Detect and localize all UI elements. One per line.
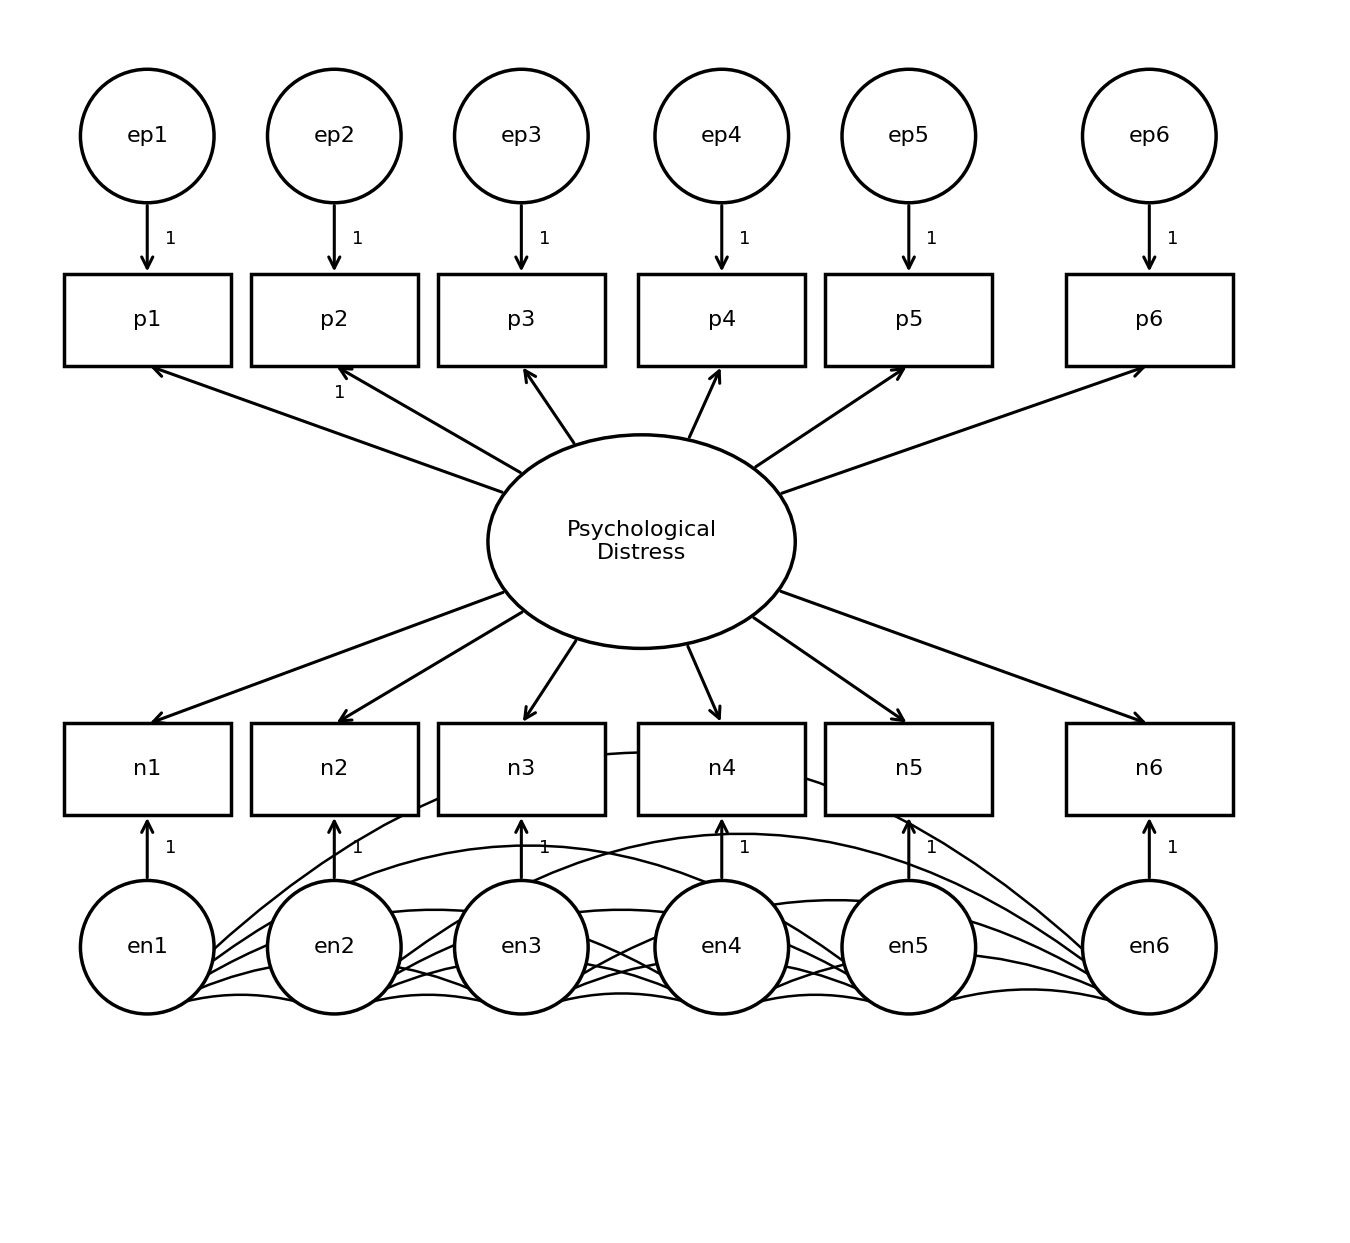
Text: 1: 1 (165, 839, 176, 856)
Ellipse shape (455, 880, 589, 1014)
Text: 1: 1 (539, 230, 549, 247)
FancyBboxPatch shape (437, 723, 605, 815)
Ellipse shape (487, 435, 795, 649)
Text: 1: 1 (1166, 230, 1179, 247)
FancyBboxPatch shape (1065, 723, 1233, 815)
Ellipse shape (267, 70, 401, 203)
Text: ep4: ep4 (701, 126, 742, 145)
Text: n6: n6 (1135, 759, 1164, 779)
FancyBboxPatch shape (251, 723, 417, 815)
Text: p2: p2 (320, 311, 348, 331)
Ellipse shape (1083, 880, 1216, 1014)
Text: ep3: ep3 (501, 126, 543, 145)
Text: ep2: ep2 (313, 126, 355, 145)
Text: 1: 1 (351, 230, 363, 247)
Text: p3: p3 (508, 311, 536, 331)
Text: Psychological
Distress: Psychological Distress (567, 520, 717, 563)
Text: 1: 1 (351, 839, 363, 856)
FancyBboxPatch shape (1065, 275, 1233, 367)
Ellipse shape (655, 70, 788, 203)
Ellipse shape (455, 70, 589, 203)
Text: 1: 1 (165, 230, 176, 247)
FancyBboxPatch shape (825, 275, 992, 367)
Text: 1: 1 (539, 839, 549, 856)
Text: ep5: ep5 (888, 126, 930, 145)
FancyBboxPatch shape (639, 275, 805, 367)
Ellipse shape (267, 880, 401, 1014)
Ellipse shape (842, 70, 976, 203)
Text: p6: p6 (1135, 311, 1164, 331)
Ellipse shape (655, 880, 788, 1014)
Text: 1: 1 (740, 230, 751, 247)
FancyBboxPatch shape (63, 723, 231, 815)
Text: 1: 1 (333, 384, 346, 401)
Text: 1: 1 (740, 839, 751, 856)
Text: 1: 1 (1166, 839, 1179, 856)
FancyBboxPatch shape (63, 275, 231, 367)
Text: n1: n1 (134, 759, 162, 779)
Text: en3: en3 (501, 937, 543, 957)
Text: en1: en1 (127, 937, 169, 957)
FancyBboxPatch shape (437, 275, 605, 367)
Text: p1: p1 (134, 311, 162, 331)
FancyBboxPatch shape (251, 275, 417, 367)
Ellipse shape (1083, 70, 1216, 203)
Ellipse shape (81, 880, 215, 1014)
Text: n3: n3 (508, 759, 536, 779)
FancyBboxPatch shape (825, 723, 992, 815)
Text: n2: n2 (320, 759, 348, 779)
Text: 1: 1 (926, 839, 937, 856)
Text: 1: 1 (926, 230, 937, 247)
Text: en4: en4 (701, 937, 742, 957)
Text: n4: n4 (707, 759, 736, 779)
Text: ep6: ep6 (1129, 126, 1170, 145)
Text: en5: en5 (888, 937, 930, 957)
Text: n5: n5 (895, 759, 923, 779)
Text: p5: p5 (895, 311, 923, 331)
Text: en2: en2 (313, 937, 355, 957)
Text: en6: en6 (1129, 937, 1170, 957)
Ellipse shape (842, 880, 976, 1014)
Text: ep1: ep1 (127, 126, 169, 145)
FancyBboxPatch shape (639, 723, 805, 815)
Ellipse shape (81, 70, 215, 203)
Text: p4: p4 (707, 311, 736, 331)
